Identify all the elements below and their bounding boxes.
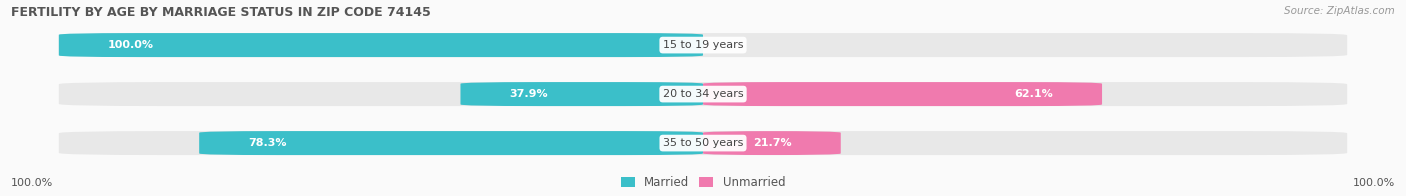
Text: 15 to 19 years: 15 to 19 years — [662, 40, 744, 50]
FancyBboxPatch shape — [703, 131, 841, 155]
Legend: Married, Unmarried: Married, Unmarried — [620, 176, 786, 189]
FancyBboxPatch shape — [703, 82, 1102, 106]
Text: 78.3%: 78.3% — [249, 138, 287, 148]
Text: FERTILITY BY AGE BY MARRIAGE STATUS IN ZIP CODE 74145: FERTILITY BY AGE BY MARRIAGE STATUS IN Z… — [11, 6, 432, 19]
Text: 20 to 34 years: 20 to 34 years — [662, 89, 744, 99]
FancyBboxPatch shape — [59, 82, 1347, 106]
FancyBboxPatch shape — [59, 33, 1347, 57]
Text: 100.0%: 100.0% — [11, 178, 53, 188]
Text: 100.0%: 100.0% — [1353, 178, 1395, 188]
FancyBboxPatch shape — [200, 131, 703, 155]
Text: 21.7%: 21.7% — [754, 138, 792, 148]
Text: 62.1%: 62.1% — [1014, 89, 1053, 99]
Text: 100.0%: 100.0% — [108, 40, 155, 50]
FancyBboxPatch shape — [461, 82, 703, 106]
FancyBboxPatch shape — [59, 33, 703, 57]
Text: 37.9%: 37.9% — [509, 89, 548, 99]
FancyBboxPatch shape — [59, 131, 1347, 155]
Text: Source: ZipAtlas.com: Source: ZipAtlas.com — [1284, 6, 1395, 16]
Text: 35 to 50 years: 35 to 50 years — [662, 138, 744, 148]
